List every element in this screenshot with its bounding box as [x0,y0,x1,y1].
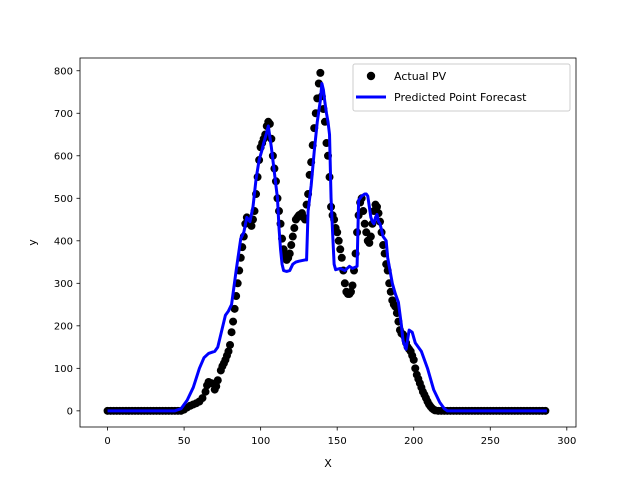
legend-label-predicted: Predicted Point Forecast [394,91,527,104]
y-tick-label: 800 [54,66,73,77]
y-tick-label: 400 [54,236,73,247]
actual-pv-point [230,304,239,313]
x-tick-label: 250 [481,436,500,447]
plot-frame [79,57,577,428]
actual-pv-point [287,241,296,250]
actual-pv-point [247,221,256,230]
actual-pv-point [198,394,207,403]
actual-pv-point [229,317,238,326]
y-axis-label: y [26,239,39,246]
actual-pv-point [288,232,297,241]
actual-pv-point [359,207,368,216]
actual-pv-point [224,347,233,356]
y-tick-label: 200 [54,321,73,332]
y-tick-label: 600 [54,151,73,162]
actual-pv-point [340,279,349,288]
legend-marker-actual [366,71,376,81]
actual-pv-point [411,364,420,373]
actual-pv-point [348,281,357,290]
actual-pv-point [213,376,222,385]
actual-pv-point [334,236,343,245]
actual-pv-point [336,245,345,254]
actual-pv-point [360,219,369,228]
actual-pv-point [346,287,355,296]
actual-pv-point [290,224,299,233]
actual-pv-point [285,249,294,258]
legend-box [352,63,571,112]
x-axis-label: X [324,457,332,470]
y-tick-label: 300 [54,279,73,290]
y-tick-label: 500 [54,194,73,205]
axes: 0 50 100 150 200 250 300 0 100 200 300 400 500 600 700… [54,66,576,447]
actual-pv-point [366,232,375,241]
actual-pv-point [333,228,342,237]
legend: Actual PV Predicted Point Forecast [352,63,571,112]
actual-pv-point [226,340,235,349]
x-tick-label: 200 [404,436,423,447]
x-tick-label: 150 [328,436,347,447]
actual-pv-point [227,328,236,337]
actual-pv-point [409,355,418,364]
x-tick-label: 0 [104,436,110,447]
x-tick-label: 50 [178,436,191,447]
chart-marks [103,68,550,415]
x-tick-label: 100 [251,436,270,447]
actual-pv-point [201,387,210,396]
legend-label-actual: Actual PV [394,70,447,83]
actual-pv-point [365,238,374,247]
actual-pv-point [316,68,325,77]
actual-pv-point [372,202,381,211]
actual-pv-point [337,253,346,262]
y-tick-label: 100 [54,364,73,375]
predicted-point-forecast-line [107,82,547,413]
y-tick-label: 700 [54,109,73,120]
y-tick-label: 0 [67,406,73,417]
x-tick-label: 300 [557,436,576,447]
